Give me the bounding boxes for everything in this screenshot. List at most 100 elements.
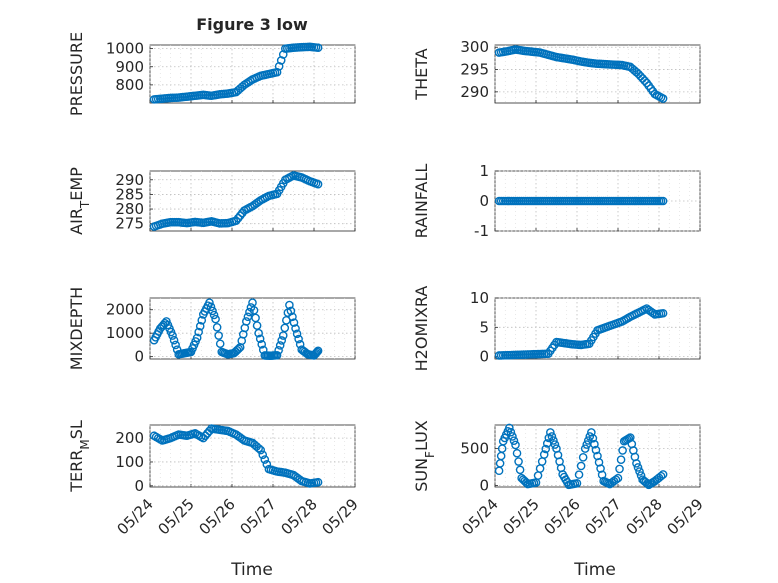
data-point <box>256 445 266 455</box>
data-point <box>292 329 302 339</box>
y-tick-label: 2000 <box>106 301 144 319</box>
data-point <box>289 318 299 327</box>
data-point <box>258 450 268 460</box>
data-point <box>541 444 551 454</box>
data-point <box>272 350 282 360</box>
x-tick-label: 05/27 <box>582 495 625 538</box>
data-point <box>215 339 225 349</box>
y-tick-label: 275 <box>115 215 144 233</box>
data-point <box>658 196 668 206</box>
x-tick-label: 05/24 <box>459 495 502 538</box>
subplot-mixdepth: 0 1000 2000 MIXDEPTH <box>67 287 356 370</box>
data-point <box>291 324 300 333</box>
x-tick-label: 05/29 <box>319 495 362 538</box>
data-point <box>656 471 666 481</box>
data-point <box>511 440 520 450</box>
data-point <box>262 460 272 469</box>
y-tick-label: 10 <box>470 289 489 307</box>
data-point <box>254 328 263 338</box>
data-point <box>512 448 522 458</box>
data-point <box>233 213 243 223</box>
data-point <box>286 306 296 316</box>
data-point <box>313 43 323 53</box>
data-point <box>616 455 626 464</box>
data-point <box>168 331 177 340</box>
data-point <box>313 477 323 487</box>
data-point <box>311 348 321 358</box>
data-point <box>546 428 555 437</box>
data-point <box>591 445 601 455</box>
data-point <box>648 308 658 318</box>
y-tick-label: 0 <box>134 477 144 495</box>
y-tick-label: 0 <box>134 348 144 366</box>
data-point <box>234 344 243 354</box>
data-point <box>613 473 623 483</box>
y-tick-label: 1000 <box>106 324 144 342</box>
data-point <box>505 423 514 433</box>
x-tick-label: 05/25 <box>155 495 198 538</box>
y-tick-label: 500 <box>460 440 489 458</box>
data-point <box>235 211 245 220</box>
subplot-rainfall: -1 0 1 RAINFALL <box>412 162 701 240</box>
figure-title: Figure 3 low <box>196 15 308 34</box>
data-point <box>171 340 180 350</box>
y-axis-label: TERRMSL <box>67 420 92 493</box>
data-point <box>550 440 560 449</box>
data-point <box>514 457 523 466</box>
data-point <box>313 346 323 356</box>
data-point <box>658 308 668 318</box>
data-point <box>547 432 557 441</box>
x-tick-label: 05/26 <box>541 495 584 538</box>
x-tick-label: 05/24 <box>114 495 157 538</box>
data-point <box>576 461 586 471</box>
data-point <box>640 76 649 85</box>
y-tick-label: 0 <box>479 348 489 366</box>
data-point <box>260 455 270 464</box>
y-axis-label: PRESSURE <box>67 32 86 116</box>
data-point <box>635 467 644 476</box>
data-point <box>313 179 323 189</box>
x-tick-label: 05/28 <box>278 495 321 538</box>
subplot-theta: 290 295 300 THETA <box>412 38 701 104</box>
data-point <box>588 433 598 443</box>
data-point <box>282 315 291 325</box>
x-tick-label: 05/26 <box>196 495 239 538</box>
data-point <box>580 444 590 453</box>
data-point <box>615 464 624 474</box>
data-point <box>248 298 257 307</box>
y-axis-label: THETA <box>412 48 431 100</box>
subplot-terr-msl: 0 100 200 TERRMSL 05/2405/2505/2605/2705/280… <box>67 420 362 538</box>
x-tick-label: 05/29 <box>664 495 707 538</box>
data-point <box>252 321 262 330</box>
y-tick-label: 5 <box>479 318 489 336</box>
data-point <box>539 450 549 459</box>
data-point <box>194 327 203 337</box>
data-point <box>572 479 582 488</box>
y-tick-label: 290 <box>115 171 144 189</box>
data-point <box>249 306 259 315</box>
subplot-sun-flux: 0 500 SUNFLUX 05/2405/2505/2605/2705/2805/2… <box>412 420 707 538</box>
y-tick-label: 0 <box>479 192 489 210</box>
y-tick-label: 290 <box>460 83 489 101</box>
data-point <box>590 439 599 449</box>
data-point <box>212 323 222 332</box>
y-axis-label: MIXDEPTH <box>67 287 86 370</box>
y-tick-label: 0 <box>479 477 489 495</box>
x-axis-label-right: Time <box>573 560 616 580</box>
data-point <box>509 436 519 445</box>
data-point <box>632 459 641 468</box>
y-tick-label: -1 <box>474 222 489 240</box>
data-point <box>274 346 283 355</box>
data-point <box>231 216 241 226</box>
data-point <box>277 336 287 345</box>
data-point <box>312 347 322 357</box>
data-point <box>574 470 584 479</box>
y-tick-label: 900 <box>115 58 144 76</box>
data-point <box>583 436 593 445</box>
data-point <box>197 315 207 325</box>
y-axis-label: RAINFALL <box>412 164 431 239</box>
